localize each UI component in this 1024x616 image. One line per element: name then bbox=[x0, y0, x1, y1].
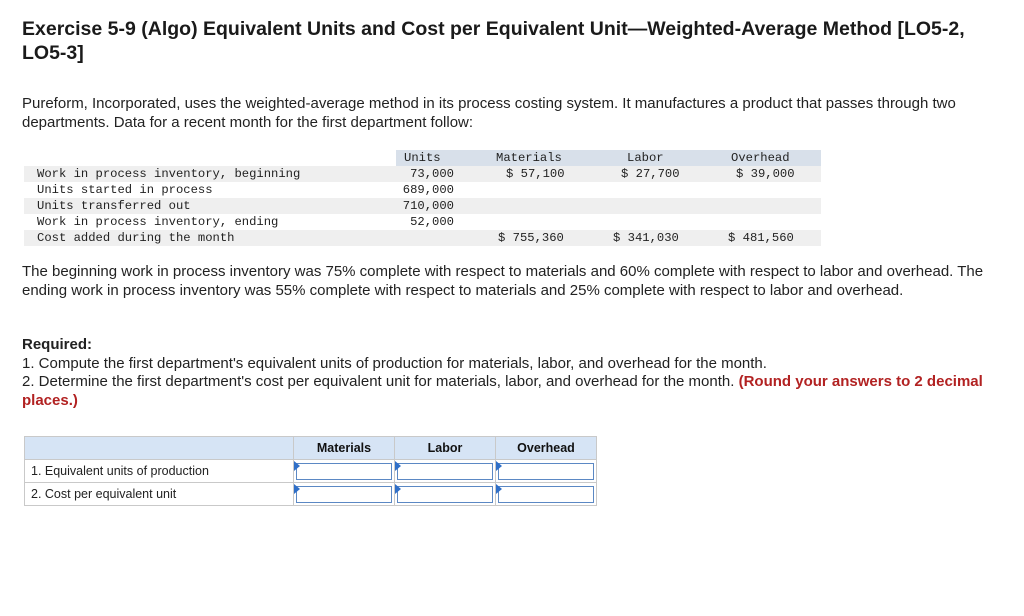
input-marker-icon bbox=[294, 460, 300, 471]
units-value: 52,000 bbox=[410, 215, 454, 229]
row-label: Cost added during the month bbox=[37, 231, 235, 245]
intro-paragraph: Pureform, Incorporated, uses the weighte… bbox=[22, 95, 956, 131]
units-value: 710,000 bbox=[402, 199, 454, 213]
input-marker-icon bbox=[395, 460, 401, 471]
cost-per-unit-labor-input[interactable] bbox=[397, 485, 493, 503]
input-marker-icon bbox=[294, 483, 300, 494]
answer-table-corner bbox=[24, 436, 294, 460]
header-units: Units bbox=[404, 151, 441, 165]
cost-per-unit-materials-input[interactable] bbox=[296, 485, 392, 503]
row-stripe bbox=[24, 230, 821, 246]
required-item-2-text: 2. Determine the first department's cost… bbox=[22, 373, 735, 390]
units-value: 689,000 bbox=[402, 183, 454, 197]
cost-per-unit-overhead-input[interactable] bbox=[498, 485, 594, 503]
row-label: Work in process inventory, ending bbox=[37, 215, 279, 229]
row-stripe bbox=[24, 198, 821, 214]
answer-cell-overhead bbox=[495, 459, 597, 483]
answer-cell-labor bbox=[394, 459, 496, 483]
header-materials: Materials bbox=[496, 151, 562, 165]
header-band bbox=[396, 150, 821, 166]
department-data-table: Units Materials Labor Overhead Work in p… bbox=[24, 150, 821, 246]
materials-value: $ 57,100 bbox=[506, 167, 565, 181]
column-header-overhead: Overhead bbox=[495, 436, 597, 460]
answer-row-label: 2. Cost per equivalent unit bbox=[24, 482, 294, 506]
required-item-1: 1. Compute the first department's equiva… bbox=[22, 354, 767, 372]
required-section: Required: 1. Compute the first departmen… bbox=[22, 336, 997, 410]
required-heading: Required: bbox=[22, 336, 93, 353]
labor-value: $ 27,700 bbox=[621, 167, 680, 181]
header-overhead: Overhead bbox=[731, 151, 790, 165]
input-marker-icon bbox=[496, 483, 502, 494]
row-label: Units started in process bbox=[37, 183, 213, 197]
units-value: 73,000 bbox=[410, 167, 454, 181]
column-header-labor: Labor bbox=[394, 436, 496, 460]
answer-row-label: 1. Equivalent units of production bbox=[24, 459, 294, 483]
equivalent-units-labor-input[interactable] bbox=[397, 462, 493, 480]
row-label: Units transferred out bbox=[37, 199, 191, 213]
answer-cell-materials bbox=[293, 482, 395, 506]
input-marker-icon bbox=[395, 483, 401, 494]
overhead-value: $ 39,000 bbox=[736, 167, 795, 181]
input-marker-icon bbox=[496, 460, 502, 471]
rounding-instruction: (Round your answers to 2 decimal places.… bbox=[22, 373, 983, 409]
page-title: Exercise 5-9 (Algo) Equivalent Units and… bbox=[22, 18, 965, 64]
answer-cell-overhead bbox=[495, 482, 597, 506]
labor-value: $ 341,030 bbox=[613, 231, 679, 245]
equivalent-units-materials-input[interactable] bbox=[296, 462, 392, 480]
overhead-value: $ 481,560 bbox=[728, 231, 794, 245]
answer-table: Materials Labor Overhead 1. Equivalent u… bbox=[24, 436, 597, 506]
equivalent-units-overhead-input[interactable] bbox=[498, 462, 594, 480]
answer-cell-labor bbox=[394, 482, 496, 506]
required-item-2: 2. Determine the first department's cost… bbox=[22, 373, 997, 410]
header-labor: Labor bbox=[627, 151, 664, 165]
row-label: Work in process inventory, beginning bbox=[37, 167, 301, 181]
completion-note: The beginning work in process inventory … bbox=[22, 263, 984, 299]
row-stripe bbox=[24, 166, 821, 182]
answer-cell-materials bbox=[293, 459, 395, 483]
materials-value: $ 755,360 bbox=[498, 231, 564, 245]
column-header-materials: Materials bbox=[293, 436, 395, 460]
